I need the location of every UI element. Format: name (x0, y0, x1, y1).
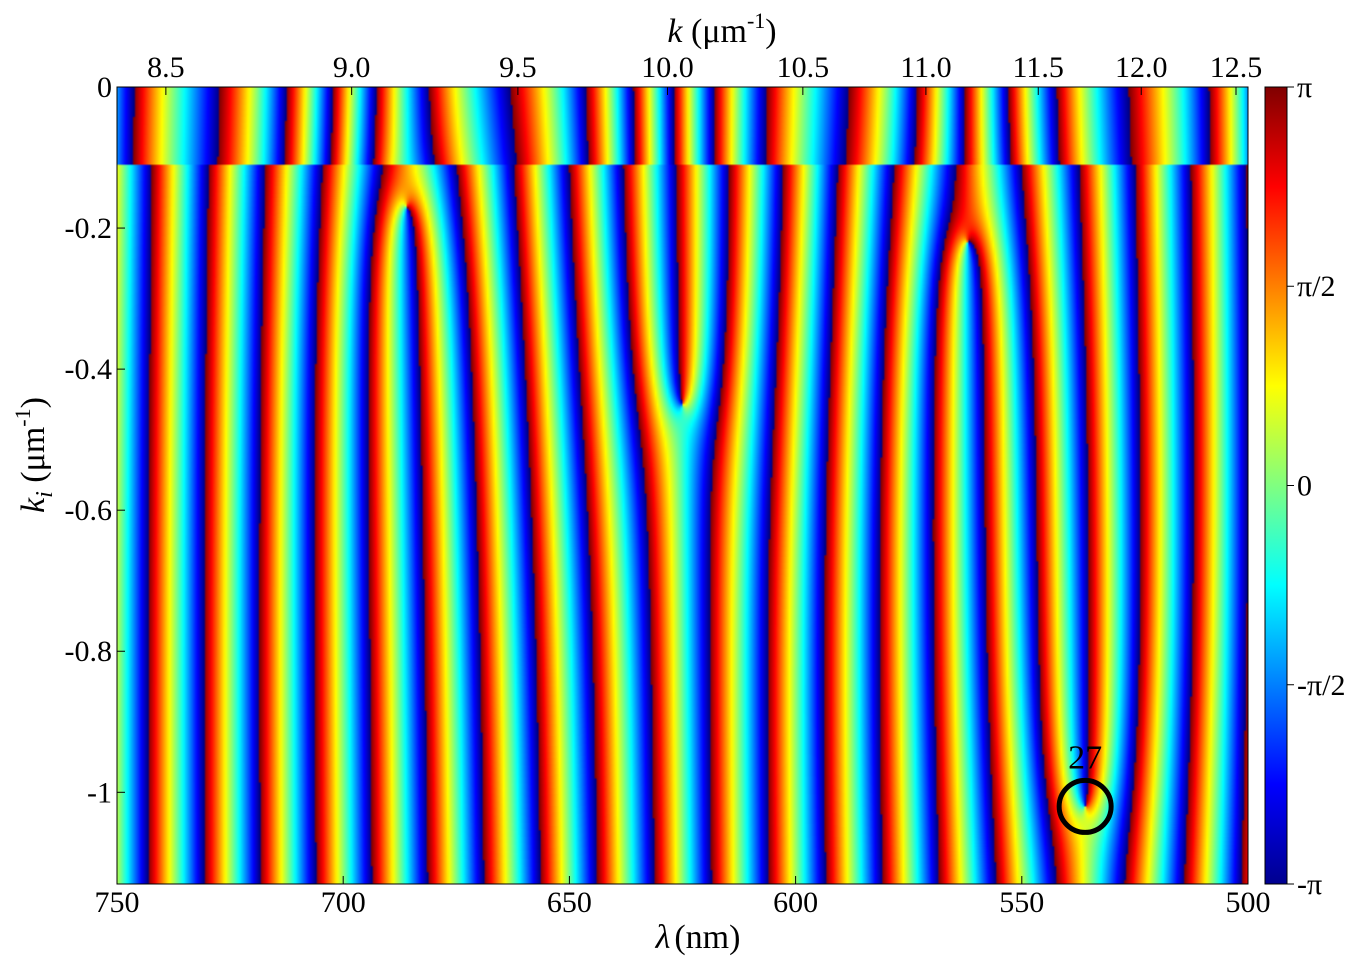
singularity-circle-marker (1056, 777, 1114, 835)
y-axis-title: ki (μm-1) (10, 397, 58, 513)
colorbar-ticks: π π/2 0 -π/2 -π (1287, 71, 1345, 901)
bottom-tick-label: 550 (999, 886, 1044, 919)
y-tick-label: 0 (97, 71, 112, 104)
top-tick-label: 10.5 (777, 51, 830, 84)
colorbar-gradient (1264, 86, 1288, 885)
singularity-label: 27 (1068, 739, 1102, 776)
top-tick-label: 12.0 (1115, 51, 1168, 84)
heatmap-plot-area (116, 86, 1249, 885)
bottom-tick-label: 700 (321, 886, 366, 919)
bottom-tick-label: 650 (547, 886, 592, 919)
colorbar-tick-label: π (1297, 71, 1312, 104)
y-tick-label: -1 (87, 776, 112, 809)
top-x-axis: 8.5 9.0 9.5 10.0 10.5 11.0 11.5 12.0 12.5 (147, 51, 1262, 95)
colorbar: π π/2 0 -π/2 -π (1264, 71, 1345, 901)
y-tick-label: -0.4 (65, 353, 113, 386)
phase-heatmap (117, 87, 1248, 884)
y-tick-label: -0.8 (65, 635, 113, 668)
top-tick-label: 9.5 (499, 51, 537, 84)
colorbar-tick-label: -π (1297, 868, 1322, 901)
plot-frame (116, 86, 1249, 885)
bottom-tick-label: 750 (95, 886, 140, 919)
top-tick-label: 9.0 (333, 51, 371, 84)
top-tick-label: 11.0 (900, 51, 951, 84)
bottom-axis-title: λ (nm) (655, 919, 741, 956)
bottom-tick-label: 600 (773, 886, 818, 919)
bottom-x-axis: 750 700 650 600 550 500 (95, 876, 1271, 919)
colorbar-tick-label: -π/2 (1297, 669, 1345, 702)
colorbar-tick-label: 0 (1297, 470, 1312, 503)
y-tick-label: -0.6 (65, 494, 113, 527)
top-tick-label: 10.0 (641, 51, 694, 84)
bottom-tick-label: 500 (1226, 886, 1271, 919)
y-tick-label: -0.2 (65, 212, 113, 245)
colorbar-tick-label: π/2 (1297, 270, 1335, 303)
top-axis-title: k (μm-1) (667, 8, 776, 50)
top-tick-label: 11.5 (1013, 51, 1064, 84)
top-tick-label: 12.5 (1210, 51, 1263, 84)
top-tick-label: 8.5 (147, 51, 185, 84)
annotations: 27 (1056, 739, 1114, 835)
y-axis: 0 -0.2 -0.4 -0.6 -0.8 -1 (65, 71, 125, 809)
